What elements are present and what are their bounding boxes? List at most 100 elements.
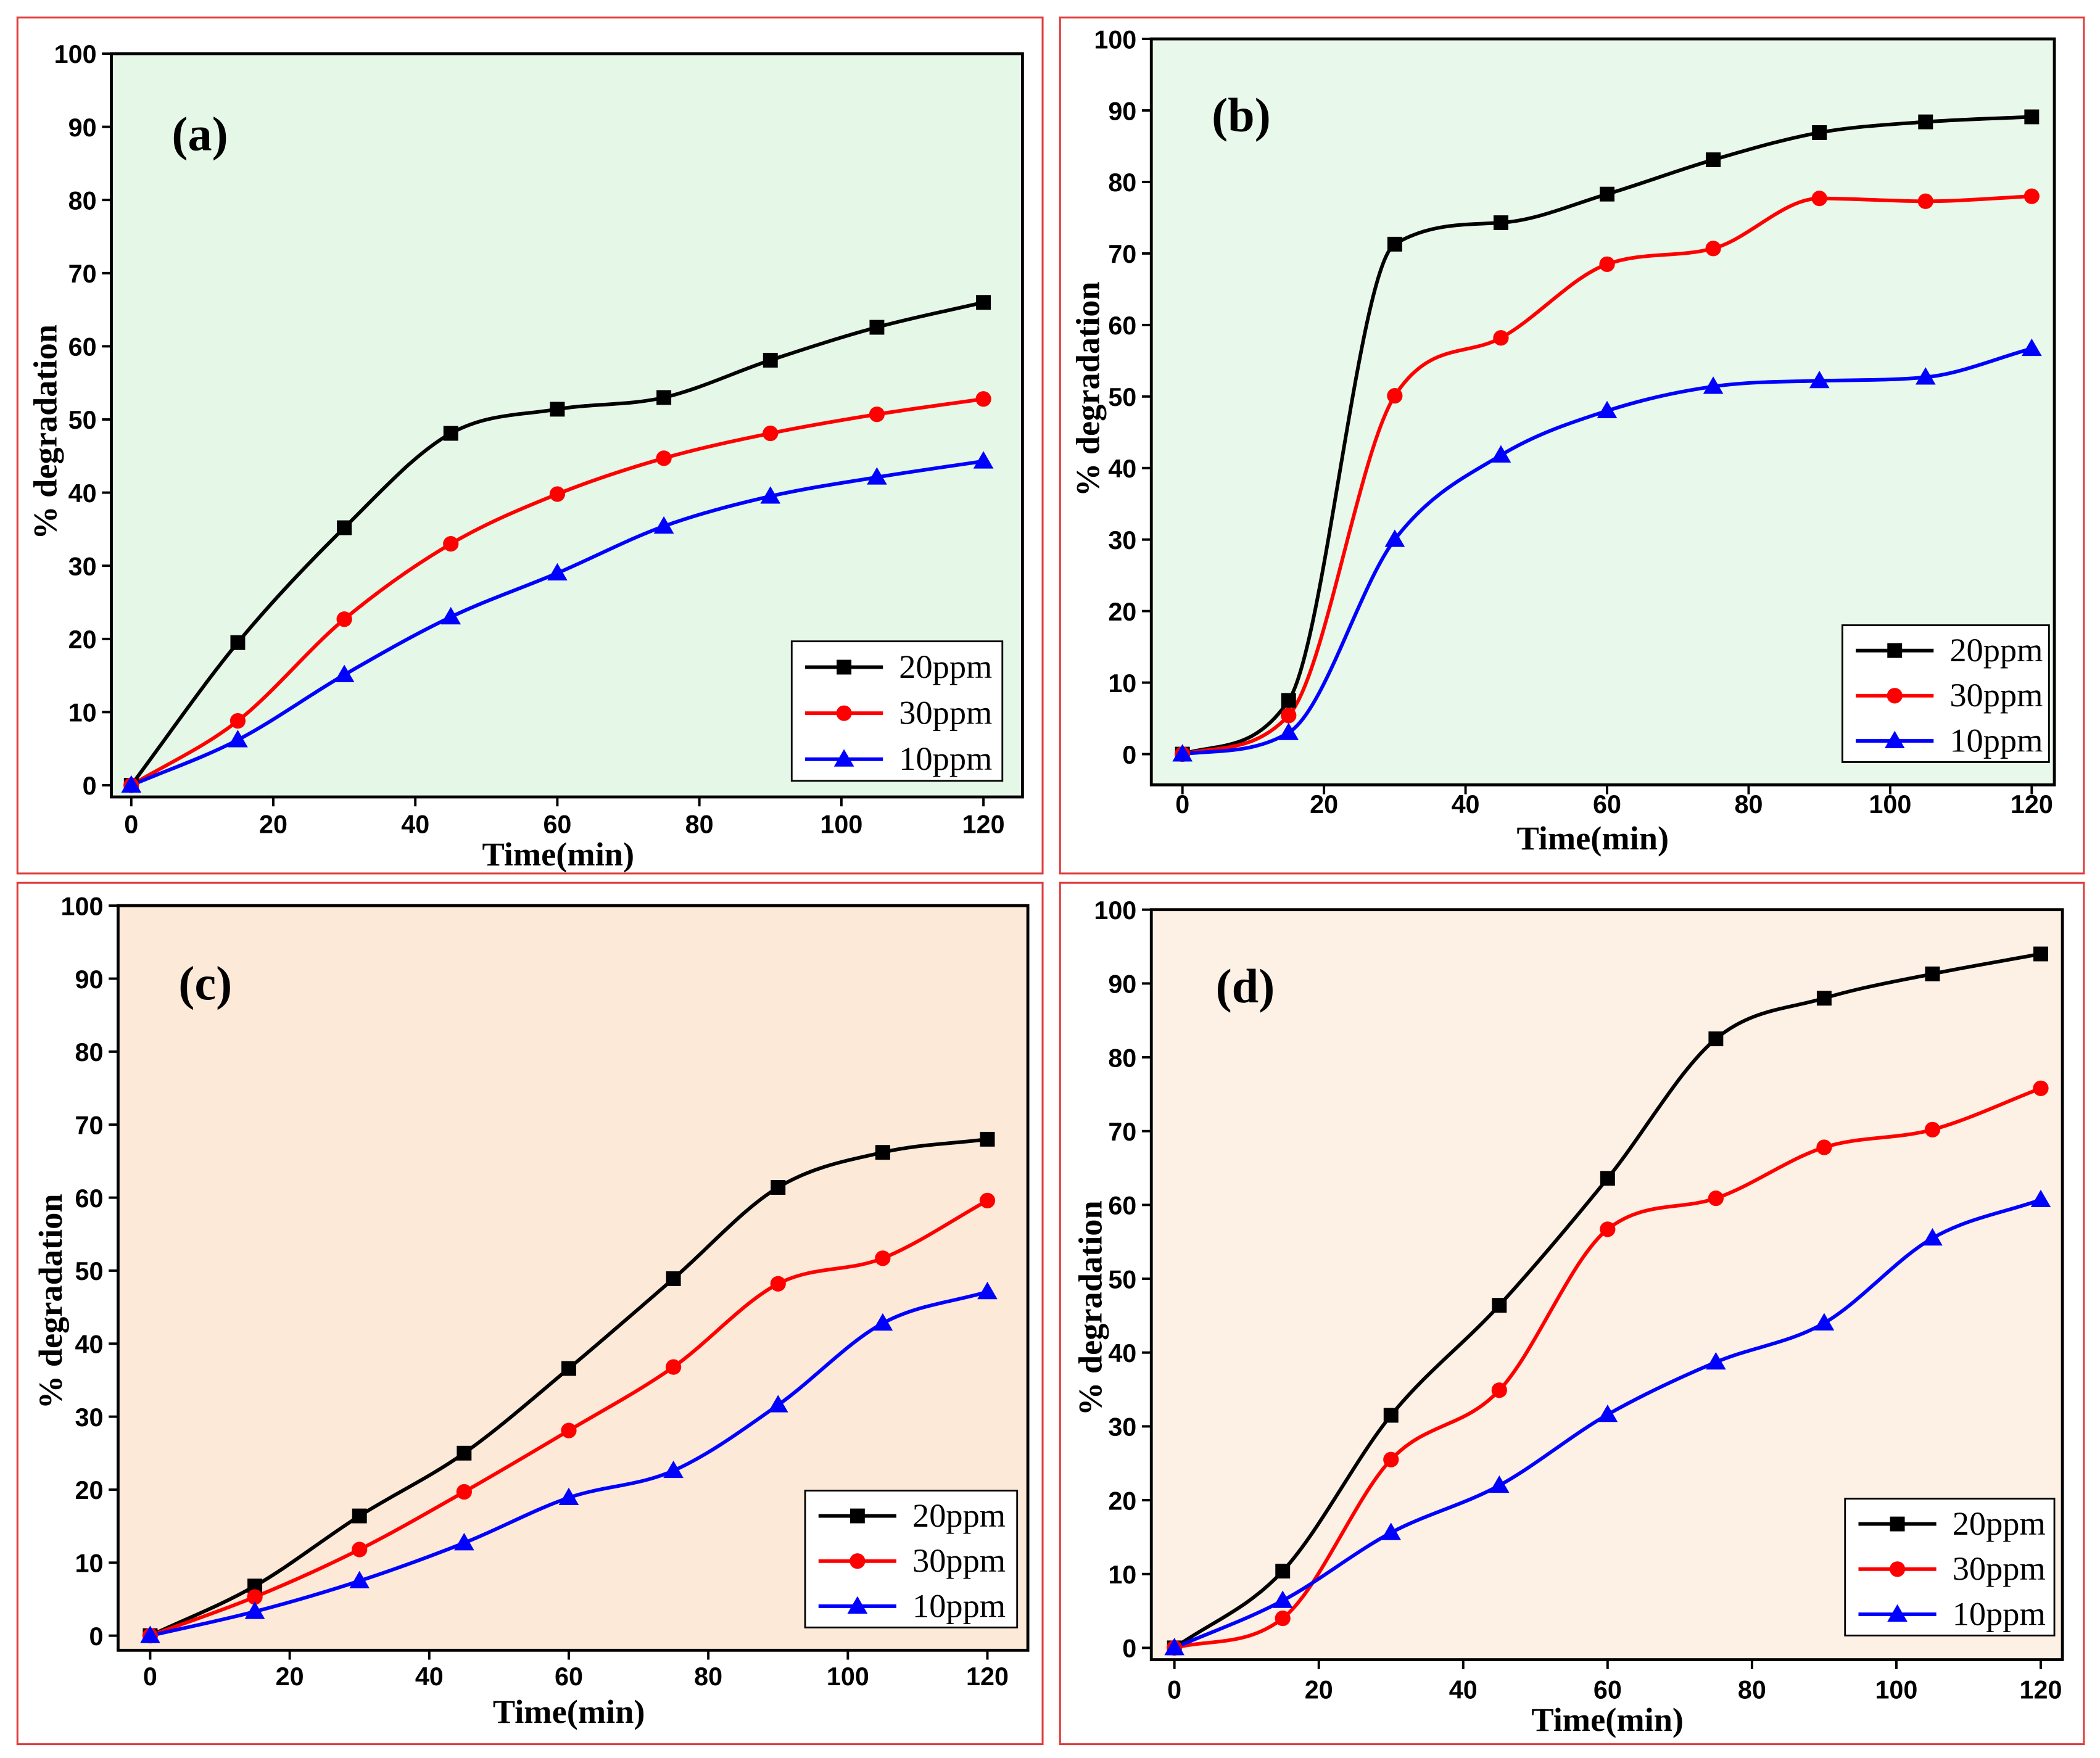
- panel-c: 0 10 20 30 40 50 60 70 80 90 100 0 20 40 60 80 100 120 Tim…: [16, 881, 1044, 1746]
- legend-label: 10ppm: [1953, 1595, 2046, 1632]
- x-tick-label: 0: [1167, 1676, 1181, 1704]
- data-point-10ppm: [663, 1460, 684, 1479]
- y-tick-label: 80: [1108, 1044, 1136, 1072]
- data-point-10ppm: [228, 730, 248, 748]
- y-tick-label: 0: [83, 772, 97, 800]
- data-point-10ppm: [760, 486, 781, 504]
- data-point-30ppm: [763, 425, 779, 442]
- series-line-30ppm: [129, 397, 986, 787]
- data-point-30ppm: [443, 536, 459, 552]
- data-point-20ppm: [666, 1271, 681, 1286]
- data-point-30ppm: [1275, 1610, 1291, 1627]
- data-point-20ppm: [1812, 125, 1827, 140]
- data-point-10ppm: [1814, 1313, 1835, 1331]
- data-point-10ppm: [1172, 744, 1193, 762]
- legend-entry-20ppm: 20ppm: [1858, 1505, 2046, 1542]
- data-point-20ppm: [976, 295, 991, 310]
- data-point-30ppm: [229, 713, 246, 729]
- panel-d: 0 10 20 30 40 50 60 70 80 90 100 0 20 40 60 80 100 120 Tim…: [1059, 881, 2085, 1746]
- x-tick-label: 100: [1869, 790, 1911, 819]
- data-point-30ppm: [561, 1422, 577, 1438]
- x-tick-label: 20: [259, 811, 287, 839]
- legend: 20ppm 30ppm 10ppm: [1841, 624, 2050, 763]
- series-line-30ppm: [1172, 1086, 2043, 1650]
- panel-border: [1059, 881, 2085, 1746]
- plot-frame: [1149, 37, 2056, 786]
- x-axis-label: Time(min): [482, 836, 635, 873]
- x-tick-label: 120: [966, 1662, 1009, 1691]
- x-tick-label: 80: [694, 1662, 722, 1691]
- series-line-20ppm: [1172, 952, 2043, 1650]
- y-tick-label: 10: [1108, 669, 1136, 698]
- data-point-10ppm: [1809, 370, 1830, 389]
- x-tick-label: 40: [401, 811, 429, 839]
- series-line-10ppm: [1180, 347, 2034, 756]
- y-tick-label: 30: [1108, 526, 1136, 555]
- x-tick-label: 100: [820, 811, 862, 839]
- data-point-30ppm: [1924, 1121, 1941, 1137]
- y-tick-label: 50: [75, 1257, 104, 1285]
- legend-marker: [1889, 1561, 1906, 1577]
- data-point-10ppm: [2022, 338, 2042, 357]
- data-point-30ppm: [2024, 188, 2040, 204]
- data-point-10ppm: [440, 606, 461, 625]
- legend-marker: [1887, 643, 1903, 658]
- data-point-20ppm: [1493, 215, 1508, 231]
- data-point-30ppm: [869, 406, 885, 423]
- y-tick-label: 100: [61, 892, 104, 920]
- legend: 20ppm 30ppm 10ppm: [804, 1490, 1019, 1628]
- data-point-20ppm: [247, 1578, 263, 1594]
- y-tick-label: 0: [1122, 741, 1136, 769]
- y-tick-label: 60: [1108, 312, 1136, 340]
- data-point-30ppm: [1705, 241, 1721, 257]
- x-tick-label: 80: [1738, 1676, 1766, 1704]
- legend-entry-10ppm: 10ppm: [1858, 1595, 2046, 1632]
- y-tick-label: 20: [68, 625, 97, 654]
- x-tick-label: 120: [2011, 790, 2053, 819]
- x-tick-label: 100: [827, 1662, 869, 1691]
- y-tick-label: 100: [54, 40, 97, 68]
- legend-entry-10ppm: 10ppm: [818, 1587, 1006, 1624]
- legend: 20ppm 30ppm 10ppm: [1844, 1498, 2056, 1636]
- legend-entry-30ppm: 30ppm: [818, 1542, 1006, 1579]
- legend-marker: [836, 705, 852, 721]
- y-tick-label: 40: [75, 1330, 104, 1358]
- data-point-10ppm: [1597, 400, 1618, 418]
- data-point-20ppm: [457, 1445, 472, 1461]
- data-point-20ppm: [1383, 1408, 1399, 1423]
- y-tick-label: 50: [1108, 1265, 1136, 1294]
- x-tick-label: 20: [1305, 1676, 1333, 1704]
- data-point-10ppm: [973, 451, 994, 469]
- data-point-30ppm: [456, 1484, 472, 1500]
- y-tick-label: 80: [1108, 168, 1136, 197]
- legend-marker: [837, 659, 852, 675]
- x-axis-label: Time(min): [1531, 1701, 1684, 1738]
- data-point-20ppm: [1925, 966, 1940, 981]
- data-point-20ppm: [656, 390, 672, 405]
- data-point-10ppm: [1381, 1522, 1402, 1540]
- data-point-20ppm: [337, 520, 352, 535]
- data-point-30ppm: [1600, 1221, 1616, 1237]
- x-tick-label: 20: [276, 1662, 304, 1691]
- x-tick-label: 40: [415, 1662, 444, 1691]
- legend-entry-30ppm: 30ppm: [1858, 1550, 2046, 1587]
- data-point-10ppm: [1706, 1352, 1726, 1370]
- data-point-30ppm: [656, 450, 672, 466]
- data-point-10ppm: [140, 1625, 160, 1643]
- x-tick-label: 80: [1734, 790, 1763, 819]
- y-tick-label: 10: [68, 699, 97, 727]
- legend-entry-30ppm: 30ppm: [1856, 677, 2043, 714]
- data-point-20ppm: [2024, 109, 2040, 125]
- data-point-20ppm: [1706, 152, 1721, 167]
- data-point-10ppm: [867, 467, 887, 485]
- y-axis-label: % degradation: [1069, 281, 1106, 497]
- y-tick-label: 100: [1094, 896, 1136, 925]
- data-point-20ppm: [1600, 1171, 1615, 1186]
- y-tick-label: 0: [1122, 1635, 1136, 1663]
- y-tick-label: 70: [1108, 240, 1136, 268]
- panel-border: [16, 881, 1044, 1746]
- data-point-20ppm: [771, 1180, 786, 1195]
- y-tick-label: 90: [68, 113, 97, 142]
- x-tick-label: 60: [1593, 790, 1621, 819]
- data-point-30ppm: [1491, 1382, 1507, 1398]
